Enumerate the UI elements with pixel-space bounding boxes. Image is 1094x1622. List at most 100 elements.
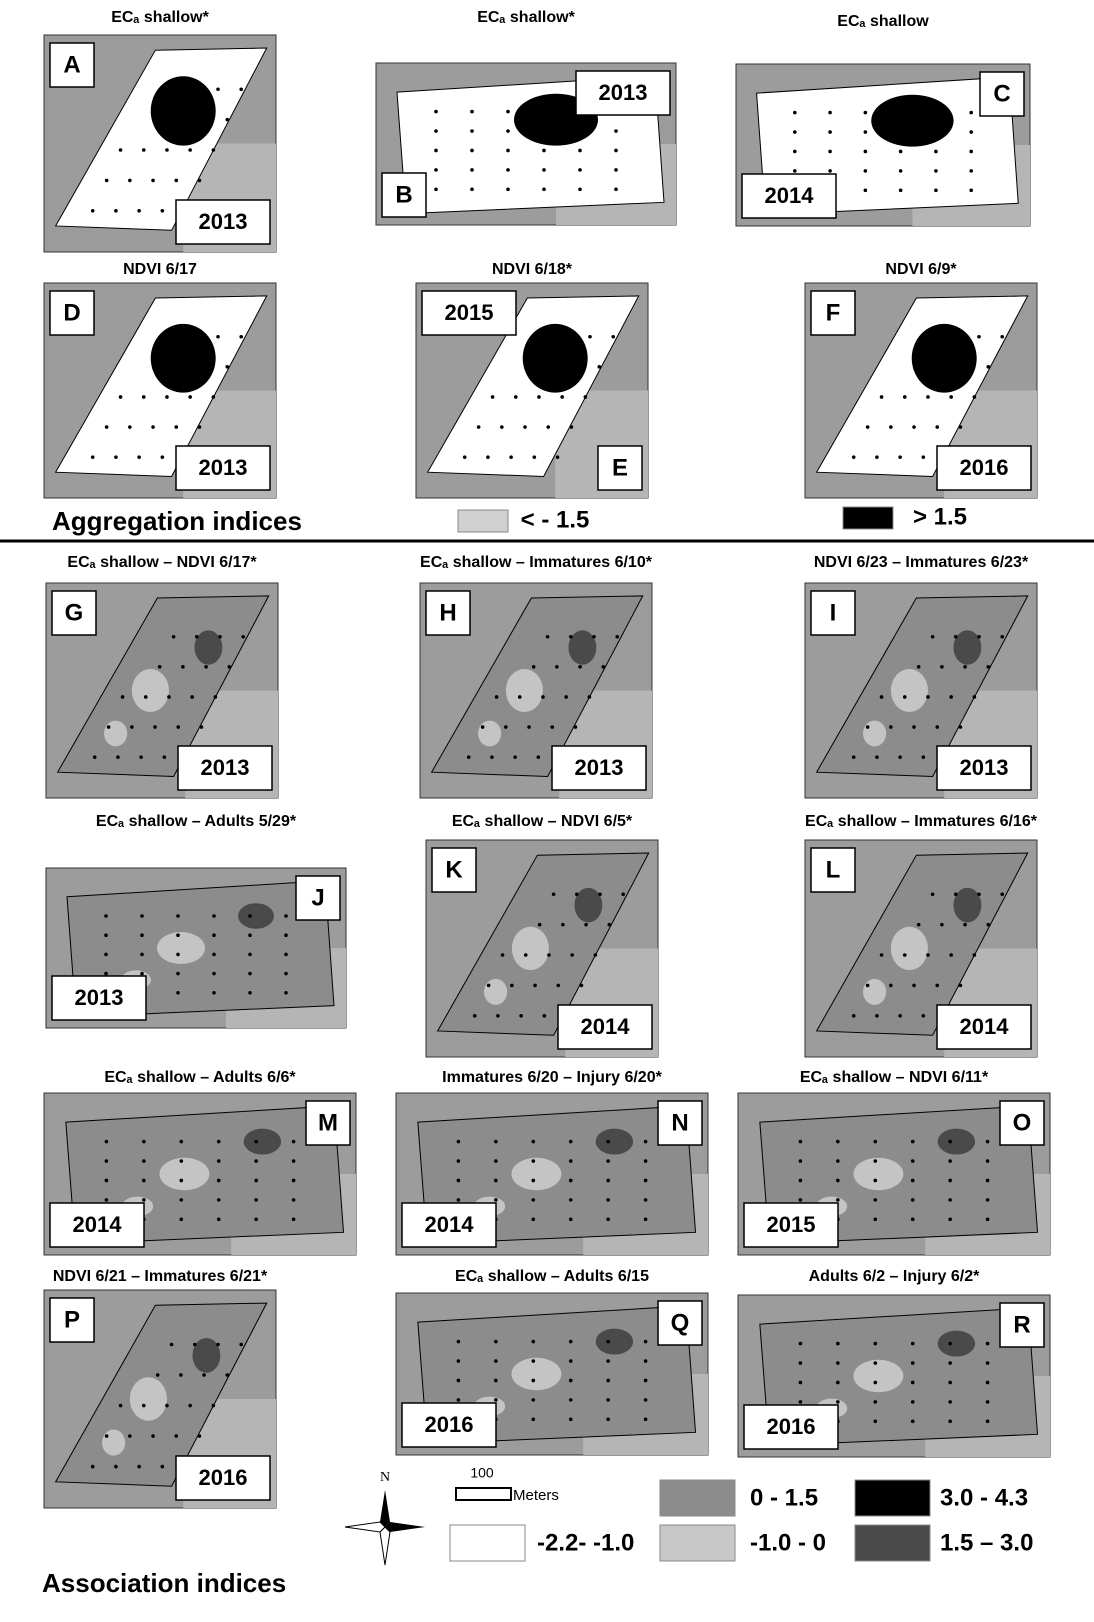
sample-point xyxy=(202,118,206,122)
sample-point xyxy=(239,335,243,339)
panel-letter: I xyxy=(830,599,837,626)
sample-point xyxy=(91,209,95,213)
sample-point xyxy=(494,1359,498,1363)
sample-point xyxy=(948,1140,952,1144)
sample-point xyxy=(239,1343,243,1347)
sample-point xyxy=(889,725,893,729)
sample-point xyxy=(546,635,550,639)
sample-point xyxy=(873,1179,877,1183)
sample-point xyxy=(179,1198,183,1202)
sample-point xyxy=(292,1179,296,1183)
sample-point xyxy=(467,755,471,759)
sample-point xyxy=(248,991,252,995)
zone xyxy=(151,324,216,393)
sample-point xyxy=(922,755,926,759)
sample-point xyxy=(204,665,208,669)
sample-point xyxy=(986,1179,990,1183)
sample-point xyxy=(799,1400,803,1404)
sample-point xyxy=(836,1361,840,1365)
sample-point xyxy=(614,188,618,192)
sample-point xyxy=(284,991,288,995)
sample-point xyxy=(569,1198,573,1202)
sample-point xyxy=(580,984,584,988)
zone xyxy=(194,630,222,664)
sample-point xyxy=(926,395,930,399)
sample-point xyxy=(963,365,967,369)
sample-point xyxy=(156,1373,160,1377)
sample-point xyxy=(165,395,169,399)
sample-point xyxy=(179,1218,183,1222)
legend-swatch xyxy=(660,1525,735,1561)
sample-point xyxy=(142,1198,146,1202)
panel-letter: E xyxy=(612,454,628,481)
sample-point xyxy=(531,1218,535,1222)
sample-point xyxy=(911,1400,915,1404)
map-panel: H 2013 xyxy=(420,583,652,798)
sample-point xyxy=(188,395,192,399)
sample-point xyxy=(165,148,169,152)
sample-point xyxy=(552,892,556,896)
sample-point xyxy=(174,1434,178,1438)
panel-year: 2014 xyxy=(73,1212,123,1237)
sample-point xyxy=(935,725,939,729)
sample-point xyxy=(986,923,990,927)
map-panel: N2014 xyxy=(396,1093,708,1255)
sample-point xyxy=(284,933,288,937)
sample-point xyxy=(903,953,907,957)
zone xyxy=(157,932,205,964)
map-panel: D2013 xyxy=(44,283,276,498)
sample-point xyxy=(167,695,171,699)
legend-label: < - 1.5 xyxy=(521,506,590,533)
sample-point xyxy=(922,1014,926,1018)
sample-point xyxy=(179,365,183,369)
sample-point xyxy=(500,425,504,429)
zone xyxy=(102,1430,125,1456)
panel-year: 2013 xyxy=(575,755,624,780)
sample-point xyxy=(140,914,144,918)
sample-point xyxy=(165,1404,169,1408)
sample-point xyxy=(193,87,197,91)
sample-point xyxy=(621,892,625,896)
sample-point xyxy=(470,149,474,153)
panel-title: Adults 6/2 – Injury 6/2* xyxy=(809,1268,981,1285)
sample-point xyxy=(852,455,856,459)
sample-point xyxy=(506,110,510,114)
sample-point xyxy=(644,1198,648,1202)
sample-point xyxy=(217,1218,221,1222)
legend-swatch xyxy=(855,1525,930,1561)
sample-point xyxy=(501,953,505,957)
sample-point xyxy=(986,665,990,669)
panel-title: NDVI 6/17 xyxy=(123,261,197,278)
zone xyxy=(863,979,886,1005)
sample-point xyxy=(799,1179,803,1183)
sample-point xyxy=(114,1465,118,1469)
sample-point xyxy=(457,1379,461,1383)
sample-point xyxy=(793,130,797,134)
sample-point xyxy=(934,169,938,173)
sample-point xyxy=(216,1343,220,1347)
sample-point xyxy=(606,1179,610,1183)
sample-point xyxy=(531,1340,535,1344)
sample-point xyxy=(116,755,120,759)
sample-point xyxy=(142,1179,146,1183)
sample-point xyxy=(495,695,499,699)
sample-point xyxy=(543,1014,547,1018)
zone xyxy=(853,1158,903,1190)
sample-point xyxy=(614,129,618,133)
zone xyxy=(912,324,977,393)
sample-point xyxy=(531,1198,535,1202)
sample-point xyxy=(911,1159,915,1163)
sample-point xyxy=(537,395,541,399)
sample-point xyxy=(880,395,884,399)
sample-point xyxy=(977,635,981,639)
panel-letter: D xyxy=(63,299,80,326)
sample-point xyxy=(934,111,938,115)
sample-point xyxy=(799,1381,803,1385)
panel-letter: H xyxy=(439,599,456,626)
sample-point xyxy=(494,1379,498,1383)
sample-point xyxy=(292,1140,296,1144)
sample-point xyxy=(969,189,973,193)
zone xyxy=(192,1338,220,1373)
sample-point xyxy=(170,87,174,91)
sample-point xyxy=(977,892,981,896)
